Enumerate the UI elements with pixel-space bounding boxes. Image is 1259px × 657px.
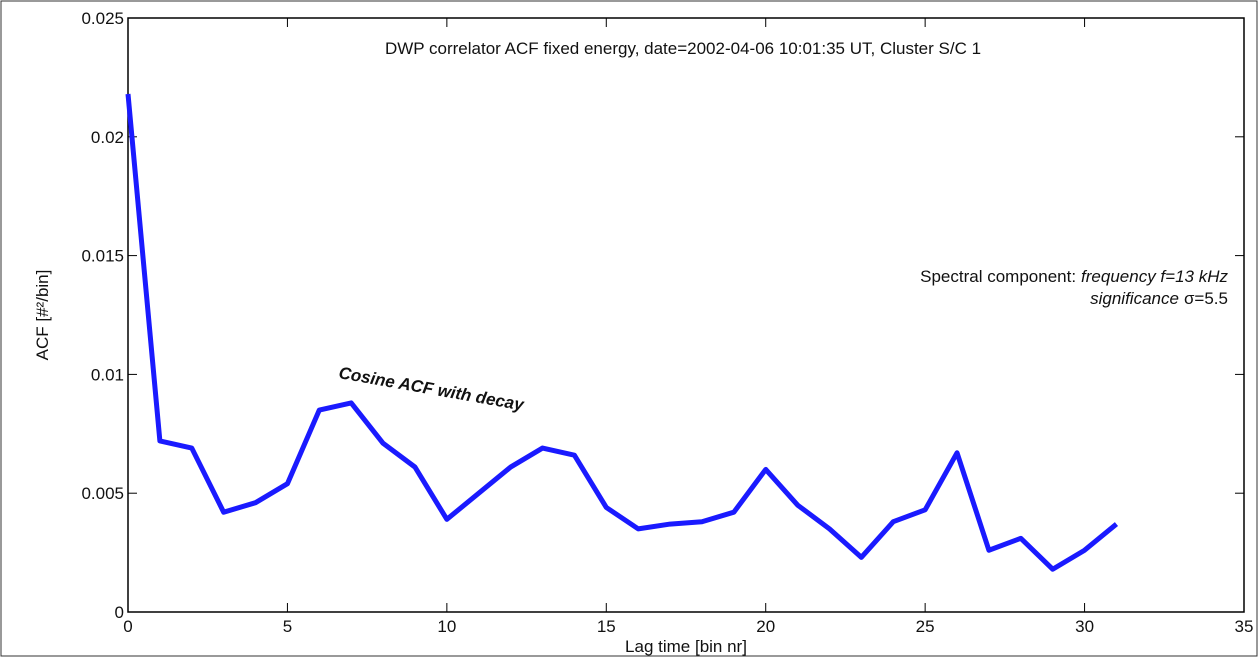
annotation: Cosine ACF with decay — [337, 363, 526, 415]
y-tick-label: 0.02 — [91, 128, 124, 147]
x-tick-label: 10 — [437, 617, 456, 636]
y-tick-label: 0.01 — [91, 365, 124, 384]
annotation-part: Spectral component: — [920, 267, 1076, 286]
x-tick-label: 20 — [756, 617, 775, 636]
x-tick-label: 15 — [597, 617, 616, 636]
annotation: significance σ=5.5 — [1090, 289, 1228, 308]
x-tick-label: 25 — [916, 617, 935, 636]
y-axis-label: ACF [#²/bin] — [33, 270, 52, 361]
annotation: Spectral component: frequency f=13 kHz — [920, 267, 1228, 286]
chart-title: DWP correlator ACF fixed energy, date=20… — [385, 39, 981, 58]
annotation-part: frequency f=13 kHz — [1081, 267, 1228, 286]
data-line — [125, 93, 1119, 572]
y-tick-label: 0 — [115, 603, 124, 622]
x-tick-label: 35 — [1235, 617, 1254, 636]
x-tick-label: 5 — [283, 617, 292, 636]
annotation-part: σ=5.5 — [1184, 289, 1228, 308]
x-tick-label: 30 — [1075, 617, 1094, 636]
y-tick-label: 0.005 — [81, 484, 124, 503]
y-tick-label: 0.025 — [81, 9, 124, 28]
axes-box — [127, 17, 1245, 613]
x-tick-label: 0 — [123, 617, 132, 636]
x-axis-label: Lag time [bin nr] — [625, 637, 747, 656]
y-tick-label: 0.015 — [81, 247, 124, 266]
annotation-part: significance — [1090, 289, 1179, 308]
